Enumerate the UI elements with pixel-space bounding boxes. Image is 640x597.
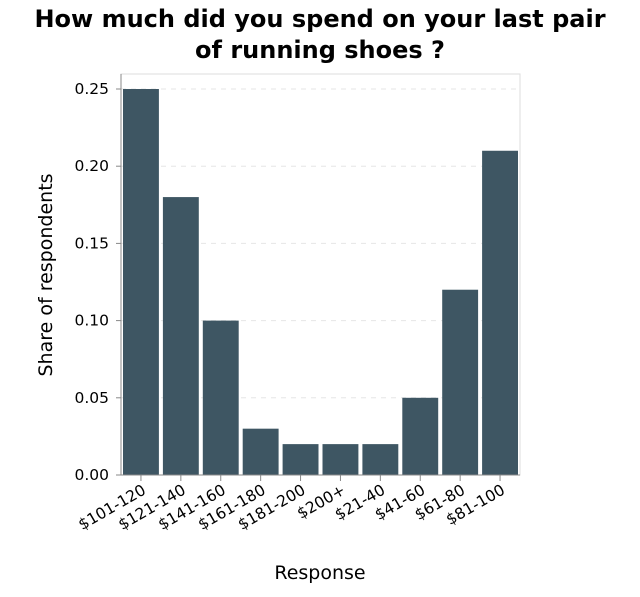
- y-axis: 0.00 0.05 0.10 0.15 0.20 0.25: [74, 74, 122, 484]
- bar: [362, 444, 399, 475]
- bar: [442, 289, 479, 475]
- y-tick-label: 0.05: [74, 389, 109, 407]
- y-tick-label: 0.15: [74, 234, 109, 252]
- y-tick-label: 0.25: [74, 80, 109, 98]
- bar: [123, 89, 159, 475]
- x-axis-title: Response: [274, 562, 365, 584]
- chart-title-line-2: of running shoes ?: [195, 36, 445, 64]
- bar: [282, 444, 319, 475]
- bars: [123, 89, 518, 475]
- bar: [322, 444, 359, 475]
- y-axis-title: Share of respondents: [35, 173, 57, 376]
- bar: [482, 150, 518, 475]
- bar: [242, 428, 279, 475]
- y-tick-label: 0.00: [74, 466, 109, 484]
- chart-title-line-1: How much did you spend on your last pair: [34, 5, 605, 33]
- y-tick-label: 0.20: [74, 157, 109, 175]
- bar: [402, 397, 439, 475]
- x-axis: $101-120$121-140$141-160$161-180$181-200…: [75, 474, 520, 534]
- bar: [162, 197, 199, 475]
- bar: [202, 320, 239, 475]
- y-tick-label: 0.10: [74, 312, 109, 330]
